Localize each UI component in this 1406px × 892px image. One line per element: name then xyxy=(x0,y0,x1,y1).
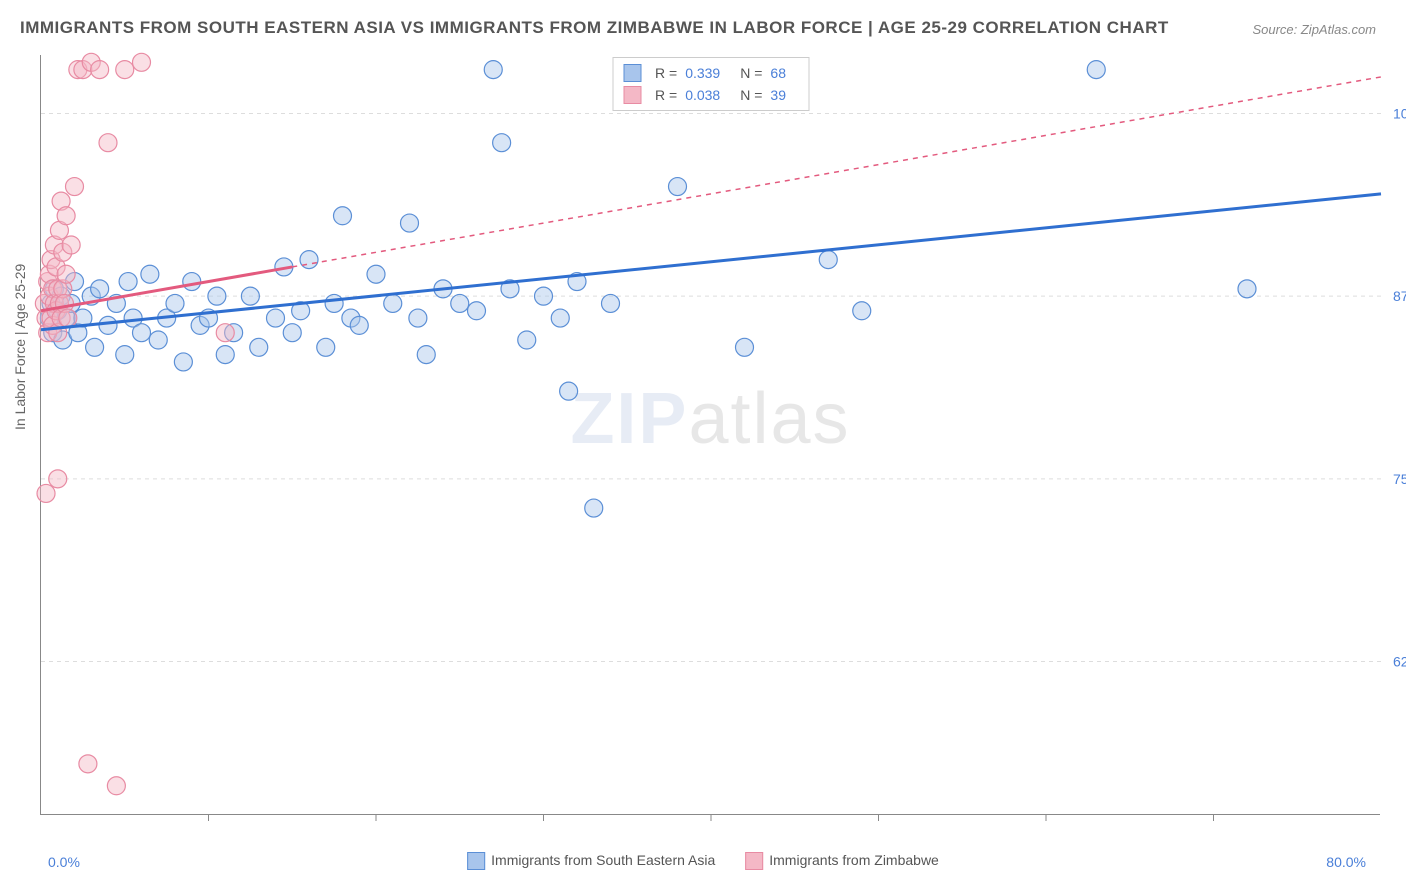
legend-row: R = 0.339 N = 68 xyxy=(623,62,798,84)
y-axis-label: In Labor Force | Age 25-29 xyxy=(12,264,28,430)
series-legend: Immigrants from South Eastern Asia Immigr… xyxy=(467,852,939,870)
legend-r-value: 0.339 xyxy=(685,65,720,81)
scatter-point xyxy=(116,346,134,364)
scatter-point xyxy=(66,178,84,196)
legend-item: Immigrants from Zimbabwe xyxy=(745,852,939,870)
scatter-point xyxy=(334,207,352,225)
plot-area: ZIPatlas 62.5%75.0%87.5%100.0% R = 0.339… xyxy=(40,55,1380,815)
legend-r-label: R = xyxy=(655,87,677,103)
trend-line-extrapolated xyxy=(292,77,1381,267)
scatter-point xyxy=(535,287,553,305)
scatter-point xyxy=(174,353,192,371)
scatter-point xyxy=(267,309,285,327)
scatter-point xyxy=(468,302,486,320)
y-tick-label: 100.0% xyxy=(1393,105,1406,121)
scatter-point xyxy=(325,294,343,312)
scatter-point xyxy=(585,499,603,517)
scatter-point xyxy=(551,309,569,327)
correlation-legend: R = 0.339 N = 68 R = 0.038 N = 39 xyxy=(612,57,809,111)
legend-r-value: 0.038 xyxy=(685,87,720,103)
legend-swatch xyxy=(623,86,641,104)
scatter-point xyxy=(216,324,234,342)
trend-line xyxy=(41,194,1381,330)
scatter-point xyxy=(669,178,687,196)
scatter-point xyxy=(166,294,184,312)
x-axis-max-label: 80.0% xyxy=(1326,854,1366,870)
scatter-point xyxy=(853,302,871,320)
scatter-point xyxy=(99,134,117,152)
legend-item: Immigrants from South Eastern Asia xyxy=(467,852,715,870)
scatter-point xyxy=(62,236,80,254)
scatter-point xyxy=(819,251,837,269)
legend-label: Immigrants from South Eastern Asia xyxy=(491,852,715,868)
scatter-point xyxy=(86,338,104,356)
scatter-point xyxy=(141,265,159,283)
scatter-point xyxy=(283,324,301,342)
scatter-point xyxy=(116,61,134,79)
scatter-point xyxy=(37,484,55,502)
legend-row: R = 0.038 N = 39 xyxy=(623,84,798,106)
scatter-point xyxy=(59,309,77,327)
scatter-point xyxy=(384,294,402,312)
scatter-point xyxy=(250,338,268,356)
scatter-point xyxy=(493,134,511,152)
legend-n-value: 68 xyxy=(770,65,786,81)
legend-label: Immigrants from Zimbabwe xyxy=(769,852,939,868)
legend-n-value: 39 xyxy=(770,87,786,103)
y-tick-label: 87.5% xyxy=(1393,288,1406,304)
scatter-point xyxy=(208,287,226,305)
scatter-point xyxy=(300,251,318,269)
legend-swatch xyxy=(745,852,763,870)
legend-r-label: R = xyxy=(655,65,677,81)
scatter-point xyxy=(401,214,419,232)
scatter-point xyxy=(241,287,259,305)
legend-swatch xyxy=(623,64,641,82)
scatter-point xyxy=(1087,61,1105,79)
scatter-point xyxy=(91,280,109,298)
x-axis-min-label: 0.0% xyxy=(48,854,80,870)
scatter-point xyxy=(367,265,385,283)
scatter-point xyxy=(350,316,368,334)
scatter-point xyxy=(99,316,117,334)
scatter-point xyxy=(317,338,335,356)
scatter-point xyxy=(560,382,578,400)
legend-swatch xyxy=(467,852,485,870)
scatter-point xyxy=(49,470,67,488)
scatter-point xyxy=(119,273,137,291)
scatter-point xyxy=(518,331,536,349)
scatter-point xyxy=(133,53,151,71)
scatter-point xyxy=(451,294,469,312)
scatter-point xyxy=(91,61,109,79)
y-tick-label: 75.0% xyxy=(1393,471,1406,487)
scatter-svg: 62.5%75.0%87.5%100.0% xyxy=(41,55,1381,815)
scatter-point xyxy=(107,777,125,795)
scatter-point xyxy=(484,61,502,79)
scatter-point xyxy=(602,294,620,312)
source-attribution: Source: ZipAtlas.com xyxy=(1252,22,1376,37)
scatter-point xyxy=(57,265,75,283)
scatter-point xyxy=(409,309,427,327)
scatter-point xyxy=(417,346,435,364)
chart-title: IMMIGRANTS FROM SOUTH EASTERN ASIA VS IM… xyxy=(20,18,1169,38)
scatter-point xyxy=(183,273,201,291)
scatter-point xyxy=(79,755,97,773)
scatter-point xyxy=(216,346,234,364)
y-tick-label: 62.5% xyxy=(1393,654,1406,670)
scatter-point xyxy=(1238,280,1256,298)
scatter-point xyxy=(133,324,151,342)
scatter-point xyxy=(149,331,167,349)
legend-n-label: N = xyxy=(740,87,762,103)
legend-n-label: N = xyxy=(740,65,762,81)
scatter-point xyxy=(736,338,754,356)
scatter-point xyxy=(57,207,75,225)
